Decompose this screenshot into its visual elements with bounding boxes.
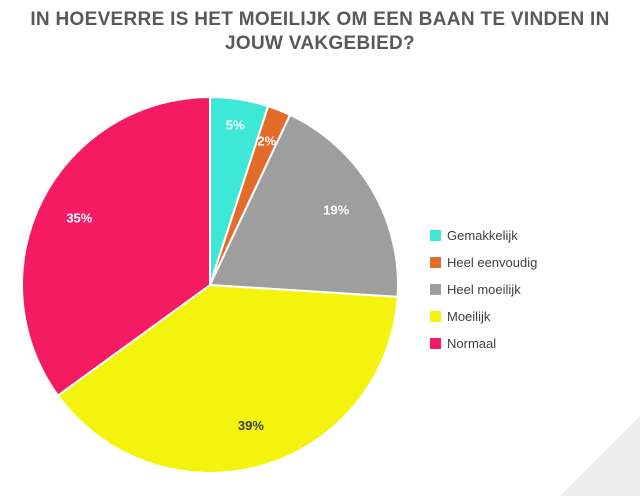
legend-item-normaal: Normaal [430,330,537,357]
chart-title: IN HOEVERRE IS HET MOEILIJK OM EEN BAAN … [0,8,640,56]
pie-slice-moeilijk [56,283,399,474]
legend-swatch [430,257,441,268]
legend-item-moeilijk: Moeilijk [430,303,537,330]
slice-label-heel-moeilijk: 19% [323,202,349,217]
slice-label-normaal: 35% [66,210,92,225]
legend-swatch [430,230,441,241]
legend-item-gemakkelijk: Gemakkelijk [430,222,537,249]
legend-label: Normaal [447,336,497,351]
legend-swatch [430,284,441,295]
legend-item-heel-moeilijk: Heel moeilijk [430,276,537,303]
legend-item-heel-eenvoudig: Heel eenvoudig [430,249,537,276]
slice-label-heel-eenvoudig: 2% [257,134,276,149]
pie-slice-normaal [21,95,211,397]
legend-label: Heel eenvoudig [447,255,538,270]
legend-label: Heel moeilijk [447,282,521,297]
slice-label-moeilijk: 39% [238,418,264,433]
pie-slice-heel-moeilijk [208,113,399,298]
legend-label: Gemakkelijk [447,228,518,243]
corner-decoration [560,416,640,496]
slice-label-gemakkelijk: 5% [226,117,245,132]
chart-title-line-2: JOUW VAKGEBIED? [225,33,415,54]
legend-label: Moeilijk [447,309,491,324]
legend-swatch [430,338,441,349]
chart-title-line-1: IN HOEVERRE IS HET MOEILIJK OM EEN BAAN … [30,9,610,30]
chart-legend: Gemakkelijk Heel eenvoudig Heel moeilijk Mo… [430,222,537,357]
legend-swatch [430,311,441,322]
